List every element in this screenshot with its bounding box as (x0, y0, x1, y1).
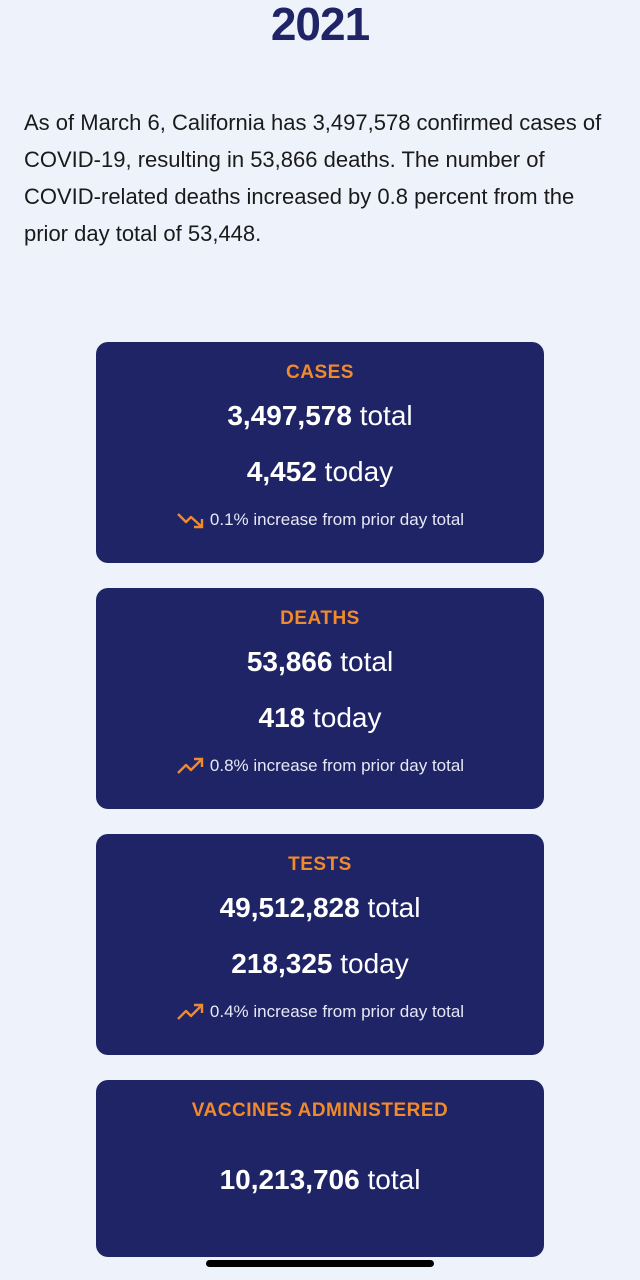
deaths-card: DEATHS 53,866 total 418 today 0.8% incre… (96, 588, 544, 809)
tests-today-value: 218,325 (231, 948, 333, 979)
deaths-today-unit: today (313, 702, 382, 733)
vaccines-card: VACCINES ADMINISTERED 10,213,706 total (96, 1080, 544, 1257)
tests-today-unit: today (340, 948, 409, 979)
vaccines-total-value: 10,213,706 (219, 1164, 360, 1195)
tests-title: TESTS (288, 854, 352, 875)
cases-total-unit: total (359, 400, 413, 431)
vaccines-total-unit: total (367, 1164, 421, 1195)
tests-total-unit: total (367, 892, 421, 923)
cases-total: 3,497,578 total (96, 400, 544, 432)
deaths-change: 0.8% increase from prior day total (96, 756, 544, 776)
cases-total-value: 3,497,578 (227, 400, 352, 431)
deaths-total: 53,866 total (96, 646, 544, 678)
vaccines-title: VACCINES ADMINISTERED (191, 1100, 449, 1121)
tests-total-value: 49,512,828 (219, 892, 360, 923)
deaths-today-value: 418 (258, 702, 306, 733)
deaths-title: DEATHS (280, 608, 360, 629)
tests-total: 49,512,828 total (96, 892, 544, 924)
deaths-change-text: 0.8% increase from prior day total (209, 756, 465, 775)
tests-change: 0.4% increase from prior day total (96, 1002, 544, 1022)
cases-title: CASES (286, 362, 354, 383)
trend-up-icon (177, 1003, 204, 1020)
cases-change: 0.1% increase from prior day total (96, 510, 544, 530)
cases-today-unit: today (324, 456, 394, 487)
tests-card: TESTS 49,512,828 total 218,325 today 0.4… (96, 834, 544, 1055)
cases-change-text: 0.1% increase from prior day total (209, 510, 465, 529)
deaths-total-value: 53,866 (246, 646, 333, 677)
trend-up-icon (177, 757, 204, 774)
vaccines-total: 10,213,706 total (96, 1164, 544, 1196)
tests-today: 218,325 today (96, 948, 544, 980)
deaths-today: 418 today (96, 702, 544, 734)
intro-paragraph: As of March 6, California has 3,497,578 … (24, 110, 602, 246)
cases-card: CASES 3,497,578 total 4,452 today 0.1% i… (96, 342, 544, 563)
cases-today-value: 4,452 (246, 456, 317, 487)
tests-change-text: 0.4% increase from prior day total (209, 1002, 465, 1021)
deaths-total-unit: total (340, 646, 394, 677)
cases-today: 4,452 today (96, 456, 544, 488)
home-indicator[interactable] (206, 1260, 434, 1267)
trend-down-icon (177, 513, 204, 529)
page-year-heading: 2021 (270, 0, 370, 50)
